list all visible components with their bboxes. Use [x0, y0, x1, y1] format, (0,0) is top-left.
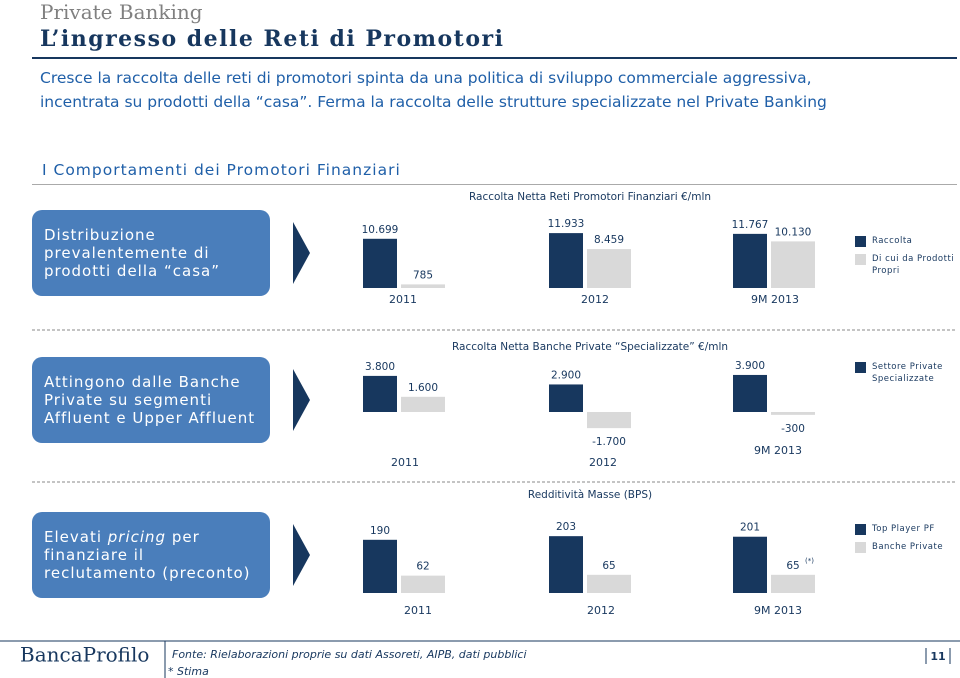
- bar: [363, 375, 397, 412]
- box-text-part: pricing: [107, 528, 167, 546]
- bar: [401, 396, 445, 412]
- value-label: 65: [602, 560, 615, 572]
- legend-swatch: [855, 542, 866, 553]
- legend-label: Top Player PF: [872, 524, 935, 534]
- legend-label: Raccolta: [872, 236, 913, 246]
- category-label: 9M 2013: [751, 293, 799, 306]
- bar: [733, 233, 767, 288]
- note-marker: (*): [805, 557, 814, 565]
- category-label: 2012: [581, 293, 609, 306]
- value-label: 65: [786, 560, 799, 572]
- value-label: -300: [781, 423, 805, 435]
- legend-swatch: [855, 236, 866, 247]
- bar: [401, 575, 445, 593]
- bar: [401, 284, 445, 288]
- value-label: 2.900: [551, 369, 581, 381]
- box-text-part: per finanziare il reclutamento (preconto…: [44, 528, 251, 582]
- box-text-part: Elevati: [44, 528, 108, 546]
- bar: [733, 536, 767, 593]
- value-label: -1.700: [592, 436, 626, 448]
- value-label: 203: [556, 521, 576, 533]
- value-label: 1.600: [408, 382, 438, 394]
- value-label: 10.699: [362, 224, 399, 236]
- page-number: 11: [930, 650, 945, 663]
- value-label: 201: [740, 522, 760, 534]
- intro-text: Cresce la raccolta delle reti di promoto…: [40, 69, 827, 111]
- value-label: 10.130: [775, 226, 812, 238]
- note-box: Attingono dalle Banche Private su segmen…: [32, 357, 270, 443]
- bar: [587, 574, 631, 593]
- subtitle-rule: [32, 184, 957, 185]
- bar: [771, 412, 815, 415]
- legend-label: Settore Private Specializzate: [872, 362, 943, 384]
- value-label: 62: [416, 561, 429, 573]
- logo: BancaProfilo: [20, 643, 149, 667]
- legend-swatch: [855, 254, 866, 265]
- category-label: 9M 2013: [754, 604, 802, 617]
- slide-title: L’ingresso delle Reti di Promotori: [40, 26, 505, 52]
- category-label: 9M 2013: [754, 444, 802, 457]
- value-label: 3.900: [735, 360, 765, 372]
- bar: [771, 574, 815, 593]
- value-label: 11.767: [732, 219, 769, 231]
- section-subtitle: I Comportamenti dei Promotori Finanziari: [42, 161, 401, 179]
- category-label: 2012: [589, 456, 617, 469]
- legend-swatch: [855, 524, 866, 535]
- arrow: [293, 369, 310, 431]
- legend-label: Di cui da Prodotti Propri: [872, 254, 955, 276]
- category-label: 2012: [587, 604, 615, 617]
- note-box: Distribuzione prevalentemente di prodott…: [32, 210, 270, 296]
- bar: [549, 384, 583, 412]
- value-label: 785: [413, 269, 433, 281]
- section-label: Private Banking: [40, 0, 203, 24]
- chart-title: Raccolta Netta Reti Promotori Finanziari…: [469, 191, 711, 203]
- value-label: 8.459: [594, 234, 624, 246]
- bar: [771, 241, 815, 288]
- bar: [733, 374, 767, 412]
- legend-swatch: [855, 362, 866, 373]
- value-label: 11.933: [548, 218, 585, 230]
- bar: [363, 539, 397, 593]
- arrow: [293, 222, 310, 284]
- chart-title: Redditività Masse (BPS): [528, 489, 652, 501]
- arrow: [293, 524, 310, 586]
- note-box: Elevati pricing per finanziare il reclut…: [32, 512, 270, 598]
- bar: [549, 233, 583, 288]
- chart-title: Raccolta Netta Banche Private “Specializ…: [452, 341, 728, 353]
- title-rule: [32, 57, 957, 59]
- value-label: 3.800: [365, 361, 395, 373]
- box-text: Distribuzione prevalentemente di prodott…: [44, 226, 220, 280]
- bar: [587, 412, 631, 429]
- category-label: 2011: [391, 456, 419, 469]
- bar: [587, 249, 631, 288]
- value-label: 190: [370, 525, 390, 537]
- legend-label: Banche Private: [872, 542, 944, 552]
- box-text: Elevati pricing per finanziare il reclut…: [44, 528, 258, 582]
- bar: [549, 536, 583, 593]
- footnote: * Stima: [168, 665, 209, 678]
- category-label: 2011: [389, 293, 417, 306]
- source: Fonte: Rielaborazioni proprie su dati As…: [172, 648, 527, 661]
- bar: [363, 238, 397, 288]
- box-text: Attingono dalle Banche Private su segmen…: [44, 373, 256, 427]
- category-label: 2011: [404, 604, 432, 617]
